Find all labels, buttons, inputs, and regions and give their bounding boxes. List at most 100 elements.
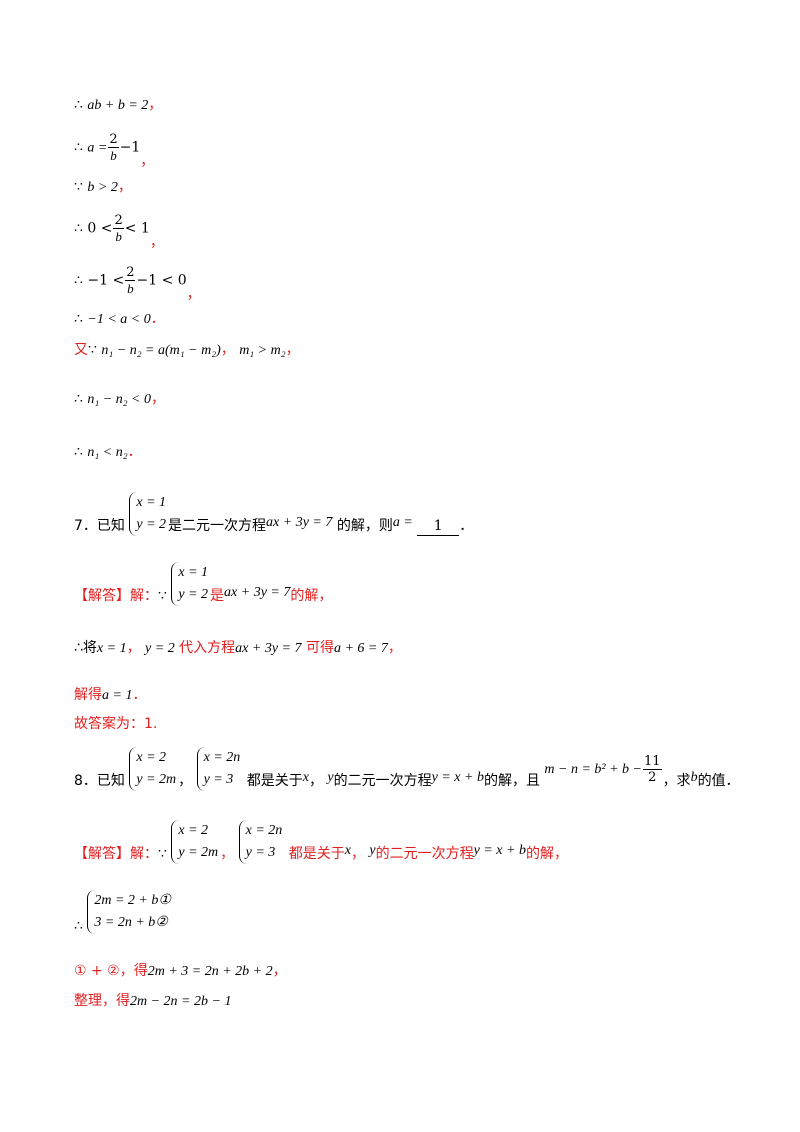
system-row: x = 2: [178, 823, 209, 838]
solution-text: 是: [210, 588, 225, 604]
solution-text: 代入方程: [179, 640, 236, 656]
solution-text: ① + ②，得: [74, 963, 148, 979]
equation: 2m − 2n = 2b − 1: [130, 994, 232, 1009]
punctuation: ．: [459, 518, 474, 534]
equation-system: x = 2 y = 2m: [171, 820, 218, 864]
step-line-9: ∴ n₁ < n₂．: [74, 443, 142, 462]
question-text: 都是关于: [246, 773, 303, 789]
variable: x: [344, 843, 351, 858]
denominator: b: [110, 148, 117, 163]
punctuation: ，: [285, 342, 300, 358]
system-row: y = 3: [203, 772, 234, 787]
solution-text: 的解，: [525, 846, 568, 862]
variable: b: [690, 770, 698, 785]
math-rhs: −1 < 0: [136, 272, 187, 289]
math-expression: b > 2: [87, 180, 118, 195]
punctuation: ，: [149, 234, 164, 251]
equation: ax + 3y = 7: [266, 515, 333, 530]
fraction: 11 2: [643, 754, 662, 785]
question-number: 8．已知: [74, 773, 125, 789]
equation: ax + 3y = 7: [224, 585, 291, 600]
punctuation: ，: [117, 179, 132, 195]
punctuation: ，: [151, 391, 166, 407]
question-text: 是二元一次方程: [168, 518, 267, 534]
answer-7-line-2: ∴将x = 1， y = 2 代入方程ax + 3y = 7 可得a + 6 =…: [74, 639, 402, 658]
therefore-symbol: ∴: [74, 391, 83, 407]
solution-text: 的解，: [290, 588, 333, 604]
therefore-text: ∴将: [74, 640, 97, 656]
punctuation: ，: [350, 846, 365, 862]
denominator: b: [127, 281, 134, 296]
punctuation: ．: [132, 687, 147, 703]
system-row: y = 3: [245, 845, 276, 860]
equation-system: x = 2n y = 3: [238, 820, 283, 864]
question-text: 的值．: [697, 773, 740, 789]
because-symbol: ∵: [74, 179, 83, 195]
solution-text: 整理，得: [74, 993, 130, 1009]
solution-tag: 【解答】解：: [74, 846, 158, 862]
question-text: 的解，且: [483, 773, 540, 789]
punctuation: ，: [272, 963, 287, 979]
therefore-symbol: ∴: [74, 139, 83, 156]
therefore-symbol: ∴: [74, 311, 83, 327]
punctuation: ，: [178, 773, 193, 789]
system-row: x = 2n: [245, 823, 283, 838]
system-row: y = 2m: [136, 772, 177, 787]
numerator: 2: [108, 132, 119, 148]
therefore-symbol: ∴: [74, 272, 83, 289]
solution-text: 都是关于: [288, 846, 345, 862]
punctuation: ，: [308, 773, 323, 789]
equation-system: x = 1 y = 2: [129, 492, 166, 536]
system-row: x = 1: [136, 495, 167, 510]
solution-tag: 【解答】解：: [74, 588, 158, 604]
numerator: 2: [113, 213, 124, 229]
therefore-symbol: ∴: [74, 918, 83, 934]
therefore-symbol: ∴: [74, 444, 83, 460]
question-7: 7．已知 x = 1 y = 2 是二元一次方程ax + 3y = 7 的解，则a …: [74, 492, 473, 536]
answer-8-line-3: ① + ②，得2m + 3 = 2n + 2b + 2，: [74, 962, 287, 981]
therefore-symbol: ∴: [74, 220, 83, 237]
math-lhs: a =: [87, 140, 108, 156]
because-symbol: ∵: [158, 846, 167, 862]
question-text: 的二元一次方程: [333, 773, 432, 789]
numerator: 2: [125, 265, 136, 281]
punctuation: ，: [148, 97, 163, 113]
answer-blank: 1: [417, 517, 460, 536]
step-line-6: ∴ −1 < a < 0．: [74, 310, 165, 329]
punctuation: ，: [140, 153, 155, 170]
solution-text: 的二元一次方程: [375, 846, 474, 862]
equation: y = x + b: [473, 843, 526, 858]
step-line-5: ∴ −1 <2 b −1 < 0，: [74, 265, 201, 304]
math-expression: n₁ − n₂ < 0: [87, 392, 152, 407]
system-row: y = 2m: [178, 845, 219, 860]
answer-8-line-4: 整理，得2m − 2n = 2b − 1: [74, 992, 231, 1011]
punctuation: ，: [126, 640, 141, 656]
denominator: b: [115, 229, 122, 244]
system-row: x = 2: [136, 750, 167, 765]
because-symbol: ∵: [158, 588, 167, 604]
answer-7-conclusion: 故答案为：1.: [74, 715, 157, 733]
math-expression: ab + b = 2: [87, 98, 149, 113]
equation-system: x = 1 y = 2: [171, 562, 208, 606]
answer-7-line-1: 【解答】解：∵ x = 1 y = 2 是ax + 3y = 7的解，: [74, 562, 332, 606]
punctuation: ，: [220, 342, 235, 358]
math-expression: y = 2: [145, 641, 175, 656]
equation-system: x = 2 y = 2m: [129, 747, 176, 791]
answer-8-system: ∴ 2m = 2 + b① 3 = 2n + b②: [74, 890, 173, 935]
punctuation: ．: [150, 311, 165, 327]
equation: ax + 3y = 7: [235, 641, 302, 656]
math-expression: m₁ > m₂: [239, 343, 286, 358]
therefore-symbol: ∴: [74, 97, 83, 113]
math-rhs: −1: [119, 139, 141, 156]
solution-text: 可得: [305, 640, 334, 656]
variable: y: [327, 770, 334, 785]
question-ask: a =: [392, 515, 413, 530]
variable: x: [302, 770, 309, 785]
equation: 2m + 3 = 2n + 2b + 2: [147, 964, 273, 979]
solution-text: 解得: [74, 687, 102, 703]
question-number: 7．已知: [74, 518, 125, 534]
system-row: 2m = 2 + b①: [94, 893, 171, 908]
step-line-7: 又∵ n₁ − n₂ = a(m₁ − m₂)， m₁ > m₂，: [74, 341, 300, 360]
